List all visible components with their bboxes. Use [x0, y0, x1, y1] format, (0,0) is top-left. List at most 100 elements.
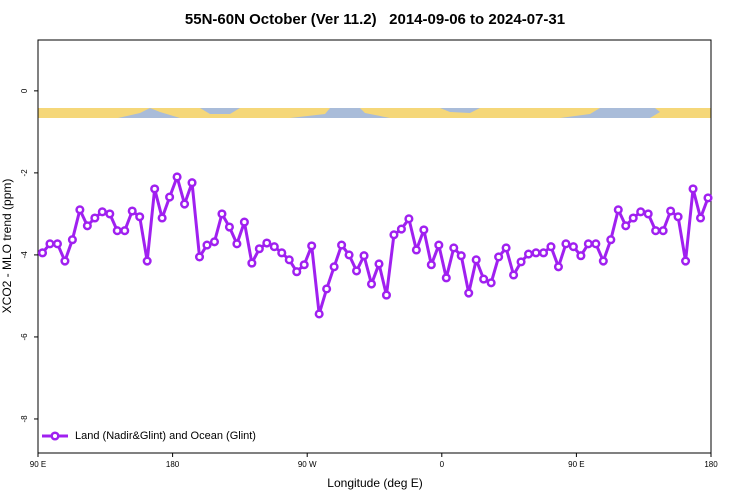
data-point: [150, 184, 160, 194]
data-point: [666, 206, 676, 216]
data-point: [389, 230, 399, 240]
data-point: [471, 255, 481, 265]
data-point: [374, 259, 384, 269]
data-point: [209, 237, 220, 247]
data-point: [516, 257, 526, 267]
data-point: [523, 249, 534, 259]
data-point: [329, 262, 339, 272]
data-point: [45, 239, 55, 249]
data-point: [404, 214, 414, 224]
data-point: [464, 288, 474, 298]
plot-frame: [37, 39, 712, 454]
data-point: [359, 251, 369, 261]
data-point: [501, 243, 511, 253]
data-point: [165, 192, 175, 202]
data-point: [97, 207, 107, 217]
data-point: [254, 244, 264, 254]
data-point: [688, 184, 698, 194]
data-point: [239, 217, 249, 227]
data-point: [366, 279, 377, 289]
data-point: [561, 239, 571, 249]
data-point: [643, 209, 653, 219]
data-point: [531, 248, 541, 258]
data-point: [202, 240, 212, 250]
data-point: [180, 199, 190, 209]
data-point: [538, 248, 549, 258]
data-point: [621, 221, 631, 231]
data-point: [120, 226, 130, 236]
data-point: [434, 240, 444, 250]
data-point: [546, 242, 556, 252]
data-point: [681, 256, 691, 266]
x-tick-label: 90 E: [568, 460, 584, 469]
y-tick-label: -8: [20, 415, 29, 423]
y-axis-label: XCO2 - MLO trend (ppm): [0, 179, 14, 314]
legend-label: Land (Nadir&Glint) and Ocean (Glint): [75, 430, 256, 442]
x-tick-label: 90 W: [298, 460, 317, 469]
data-point: [157, 213, 167, 223]
data-point: [194, 252, 205, 262]
y-tick-label: -6: [20, 333, 29, 341]
x-tick-label: 180: [166, 460, 180, 469]
data-point: [419, 225, 429, 235]
data-point: [105, 209, 115, 219]
y-tick-label: -4: [20, 251, 29, 259]
data-point: [344, 250, 354, 260]
data-point: [75, 205, 85, 215]
data-point: [486, 278, 496, 288]
y-tick-label: 0: [20, 88, 29, 93]
data-point: [411, 245, 421, 255]
data-point: [82, 221, 92, 231]
data-point: [606, 235, 616, 245]
x-tick-label: 180: [704, 460, 718, 469]
data-point: [172, 172, 182, 182]
data-point: [651, 226, 661, 236]
data-point: [456, 251, 466, 261]
data-point: [583, 239, 593, 249]
data-point: [60, 256, 70, 266]
data-point: [628, 213, 638, 223]
data-point: [314, 309, 324, 319]
data-point: [494, 252, 504, 262]
data-point: [52, 239, 62, 249]
data-point: [322, 284, 332, 294]
legend-marker: [50, 431, 60, 441]
data-point: [299, 260, 309, 270]
data-point: [224, 222, 234, 232]
data-point: [284, 255, 294, 265]
data-point: [112, 226, 122, 236]
data-point: [269, 242, 279, 252]
x-axis-label: Longitude (deg E): [327, 476, 422, 490]
data-point: [135, 212, 145, 222]
data-point: [449, 243, 459, 253]
map-strip: [38, 108, 711, 118]
data-point: [142, 256, 152, 266]
data-point: [187, 178, 197, 188]
data-point: [703, 193, 713, 203]
data-point: [568, 242, 578, 252]
data-point: [591, 239, 601, 249]
chart-title: 55N-60N October (Ver 11.2) 2014-09-06 to…: [185, 11, 565, 28]
data-point: [67, 235, 77, 245]
data-point: [127, 206, 137, 216]
data-point: [509, 270, 519, 280]
data-point: [441, 273, 451, 283]
series-line: [41, 175, 710, 316]
data-point: [292, 267, 302, 277]
data-point: [553, 262, 564, 272]
data-point: [307, 241, 317, 251]
data-point: [695, 213, 706, 223]
data-point: [337, 240, 347, 250]
data-point: [426, 260, 436, 270]
data-point: [673, 212, 683, 222]
data-point: [576, 251, 586, 261]
data-point: [277, 248, 287, 258]
data-point: [90, 213, 100, 223]
data-point: [598, 256, 608, 266]
data-point: [262, 238, 272, 248]
data-point: [396, 224, 406, 234]
data-point: [479, 274, 489, 284]
data-point: [613, 205, 623, 215]
y-tick-label: -2: [20, 169, 29, 177]
